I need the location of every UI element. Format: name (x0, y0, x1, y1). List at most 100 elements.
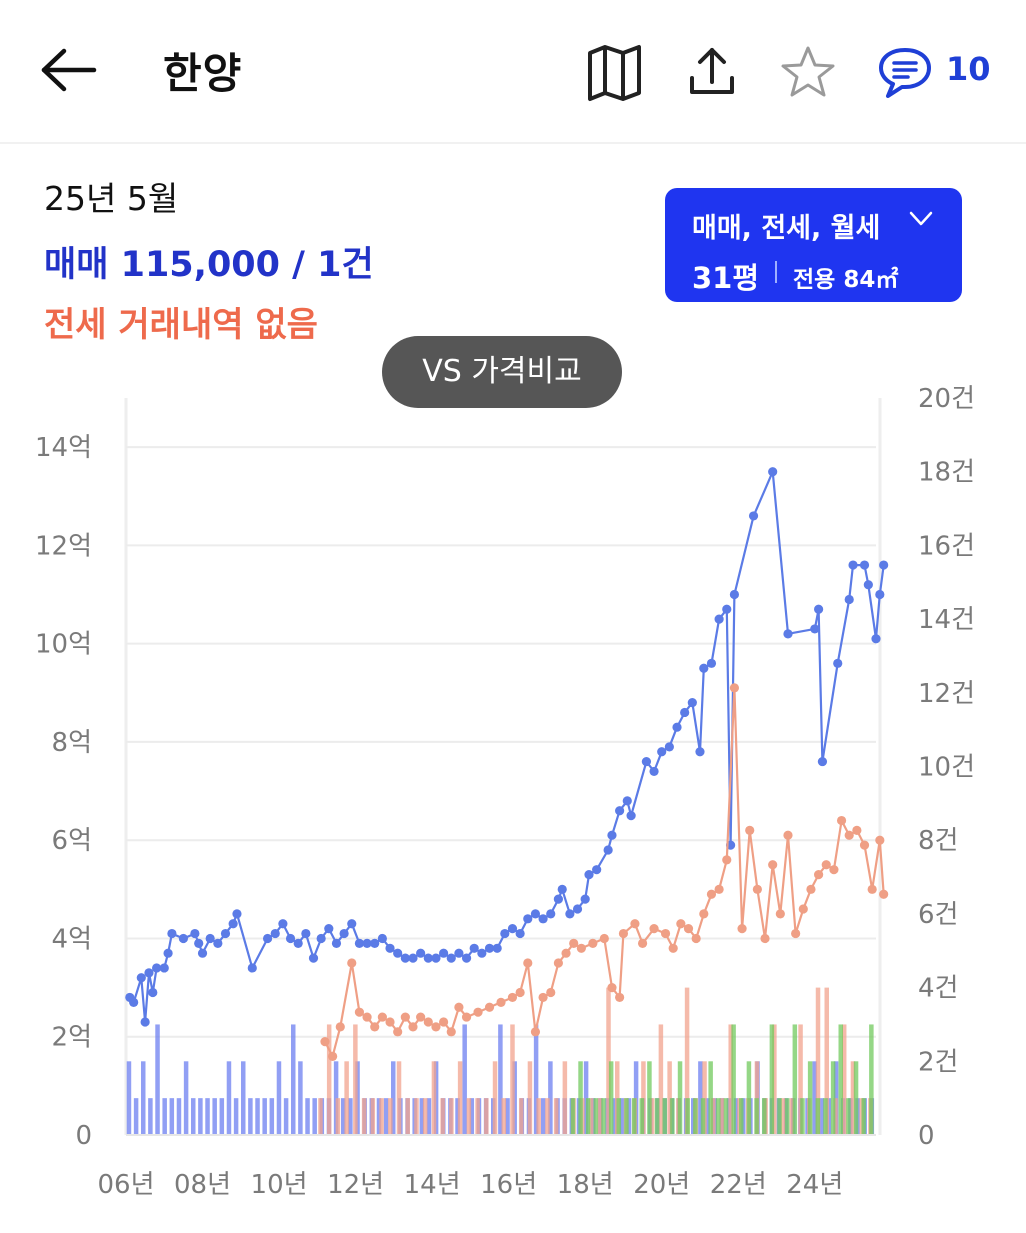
comment-button[interactable] (877, 44, 935, 102)
volume-bar (422, 1098, 428, 1135)
price-point (316, 933, 326, 944)
volume-bar (693, 1098, 698, 1135)
price-point (699, 663, 709, 673)
price-point (722, 855, 732, 865)
comment-count[interactable]: 10 (946, 50, 991, 88)
price-point (439, 948, 449, 958)
price-point (328, 1051, 338, 1061)
price-point (335, 1022, 345, 1032)
volume-bar (626, 1098, 632, 1135)
volume-bar (667, 1061, 672, 1135)
volume-bar (654, 1098, 660, 1135)
volume-bar (830, 1061, 836, 1135)
price-point (393, 948, 403, 958)
volume-bar (276, 1061, 282, 1135)
price-point (446, 953, 456, 963)
price-point (798, 904, 808, 914)
volume-bar (198, 1098, 203, 1135)
price-point (565, 909, 575, 919)
volume-bar (716, 1098, 721, 1135)
price-point (507, 992, 518, 1003)
volume-bar (677, 1061, 683, 1135)
y-right-tick-label: 8건 (918, 826, 958, 856)
price-point (324, 924, 334, 934)
price-point (213, 938, 223, 948)
price-point (446, 1027, 456, 1037)
y-right-tick-label: 14건 (918, 605, 975, 635)
volume-bar (405, 1098, 410, 1135)
x-tick-label: 14년 (404, 1170, 461, 1200)
price-point (362, 1012, 372, 1022)
price-point (572, 904, 583, 914)
price-point (278, 919, 288, 929)
volume-bar (846, 1098, 851, 1135)
price-point (331, 938, 342, 948)
favorite-button[interactable] (780, 44, 838, 102)
map-button[interactable] (586, 44, 644, 102)
price-point (817, 756, 828, 767)
volume-bar (548, 1061, 553, 1135)
price-point (745, 825, 755, 835)
price-point (553, 894, 563, 904)
volume-bar (361, 1098, 367, 1135)
x-tick-label: 08년 (174, 1170, 231, 1200)
volume-bar (169, 1098, 175, 1135)
price-point (829, 865, 839, 875)
price-point (500, 928, 510, 939)
price-point (672, 722, 682, 732)
x-tick-label: 06년 (97, 1170, 154, 1200)
price-point (668, 943, 678, 953)
price-point (676, 919, 686, 929)
volume-bar (723, 1098, 729, 1135)
volume-bar (739, 1098, 744, 1135)
volume-bar (455, 1098, 460, 1135)
price-point (814, 604, 824, 614)
volume-bar (777, 1098, 782, 1135)
price-point (354, 1007, 365, 1017)
price-point (454, 1002, 464, 1012)
volume-bar (578, 1061, 583, 1135)
price-point (408, 953, 418, 963)
volume-bar (708, 1061, 713, 1135)
volume-bar (624, 1098, 629, 1135)
y-right-tick-label: 2건 (918, 1047, 958, 1077)
x-tick-label: 22년 (710, 1170, 767, 1200)
volume-bar (606, 987, 611, 1135)
price-point (308, 953, 319, 963)
y-right-tick-label: 16건 (918, 531, 975, 561)
compare-price-button[interactable]: VS 가격비교 (382, 336, 622, 408)
volume-bar (379, 1098, 384, 1135)
price-point (270, 928, 280, 939)
volume-bar (498, 1024, 503, 1135)
share-button[interactable] (684, 44, 742, 102)
price-point (538, 914, 548, 924)
volume-bar (291, 1024, 296, 1135)
volume-bar (219, 1098, 225, 1135)
price-point (377, 933, 387, 944)
volume-bar (440, 1098, 445, 1135)
back-button[interactable] (40, 46, 98, 94)
volume-bar (414, 1098, 419, 1135)
price-point (370, 938, 380, 948)
y-right-tick-label: 10건 (918, 753, 975, 783)
volume-bar (212, 1098, 217, 1135)
price-point (461, 1012, 472, 1022)
price-point (569, 938, 579, 948)
price-point (385, 943, 395, 953)
price-point (683, 924, 694, 934)
y-left-tick-label: 4억 (52, 924, 92, 954)
volume-bar (601, 1098, 606, 1135)
trade-filter-button[interactable]: 매매, 전세, 월세 31평 전용 84㎡ (665, 188, 962, 302)
price-point (515, 928, 525, 939)
volume-bar (698, 1061, 703, 1135)
price-point (262, 933, 273, 944)
volume-bar (431, 1061, 437, 1135)
volume-bar (475, 1098, 480, 1135)
price-point (301, 928, 311, 939)
volume-bar (705, 1098, 710, 1135)
volume-bar (838, 1024, 843, 1135)
price-chart[interactable]: 0 2억 4억 6억 8억 10억 12억 14억 0 2건 4건 6건 8건 10건 12건 14건 16건 1… (0, 380, 1026, 1233)
price-point (810, 624, 820, 634)
volume-bar (353, 1024, 358, 1135)
price-point (722, 604, 732, 614)
